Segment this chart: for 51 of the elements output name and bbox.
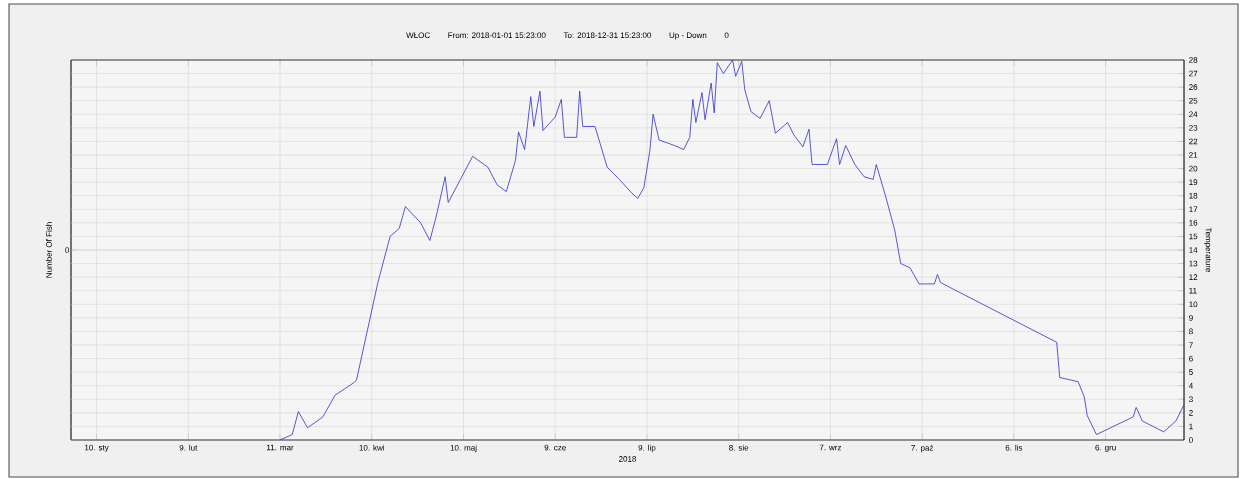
y2-tick-label: 23 (1189, 125, 1198, 131)
y2-tick-label: 0 (1189, 437, 1193, 443)
y-axis-title: Number Of Fish (45, 222, 52, 278)
x-axis-title: 2018 (619, 456, 637, 462)
y2-tick-label: 12 (1189, 274, 1198, 280)
y2-tick-label: 6 (1189, 355, 1193, 362)
y2-tick-label: 19 (1189, 179, 1198, 185)
y2-tick-label: 18 (1189, 192, 1198, 199)
y2-tick-label: 9 (1189, 315, 1193, 321)
y2-tick-label: 25 (1189, 97, 1198, 104)
y2-tick-label: 26 (1189, 84, 1198, 90)
y2-tick-label: 8 (1189, 328, 1193, 335)
y2-tick-label: 16 (1189, 220, 1198, 226)
x-tick-label: 7. paź (911, 444, 934, 453)
x-tick-label: 6. gru (1095, 444, 1116, 452)
y2-tick-label: 27 (1189, 70, 1198, 77)
y2-tick-label: 11 (1189, 287, 1197, 294)
y2-tick-label: 7 (1189, 342, 1193, 348)
y2-tick-label: 28 (1189, 57, 1198, 63)
y2-tick-label: 10 (1189, 301, 1198, 308)
y2-tick-label: 1 (1189, 423, 1193, 430)
text: 0 (724, 32, 729, 39)
chart-title: WŁOC (406, 32, 430, 39)
text: 0 (65, 247, 70, 253)
y2-tick-label: 15 (1189, 233, 1198, 240)
x-tick-label: 11. mar (267, 444, 294, 451)
x-tick-label: 9. lut (179, 444, 198, 451)
text: Up - Down (669, 32, 707, 40)
y2-tick-label: 13 (1189, 260, 1198, 267)
x-tick-label: 6. lis (1005, 444, 1023, 451)
y2-tick-label: 3 (1189, 396, 1193, 403)
y2-tick-label: 22 (1189, 138, 1198, 145)
x-tick-label: 8. sie (729, 444, 749, 451)
y2-tick-label: 21 (1189, 152, 1198, 158)
x-tick-label: 9. lip (638, 444, 656, 453)
line-series (279, 60, 1185, 440)
y2-tick-label: 14 (1189, 247, 1198, 253)
y2-tick-label: 4 (1188, 382, 1193, 389)
y2-tick-label: 20 (1189, 165, 1198, 172)
y2-tick-label: 5 (1189, 369, 1193, 375)
x-tick-label: 10. sty (85, 444, 109, 452)
y2-tick-label: 17 (1189, 206, 1198, 213)
y2-tick-label: 24 (1189, 111, 1198, 118)
text: To: 2018-12-31 15:23:00 (563, 32, 652, 39)
y2-tick-label: 2 (1189, 410, 1193, 416)
x-tick-label: 9. cze (544, 444, 566, 451)
x-tick-label: 7. wrz (819, 444, 842, 451)
x-tick-label: 10. kwi (359, 444, 385, 451)
x-tick-label: 10. maj (450, 444, 477, 453)
y2-axis-title: Temperature (1204, 227, 1212, 273)
text: From: 2018-01-01 15:23:00 (448, 32, 546, 39)
